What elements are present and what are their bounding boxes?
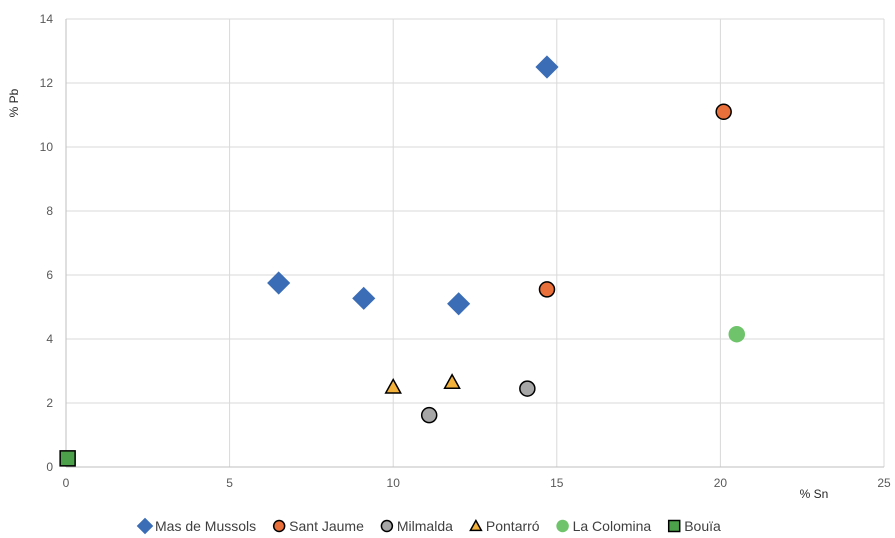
data-point [352,286,376,310]
axes [65,19,884,468]
x-tick-label: 15 [550,476,564,490]
legend-marker [469,518,483,532]
tick-labels: 0 5 10 15 20 25 0 2 4 6 8 10 12 14 [40,12,891,490]
x-tick-label: 0 [63,476,70,490]
data-point [267,271,291,295]
data-point [384,377,402,394]
legend-label: Pontarró [486,518,540,534]
series-3 [384,373,461,394]
legend-marker [667,519,681,533]
y-tick-label: 12 [40,76,54,90]
data-point [447,292,471,316]
x-tick-label: 25 [877,476,891,490]
data-point [443,373,461,389]
series-1 [538,103,732,298]
legend-label: Bouïa [684,518,721,534]
data-point [519,380,536,397]
y-tick-label: 2 [46,396,53,410]
legend-label: Sant Jaume [289,518,364,534]
grid-lines [66,18,885,467]
legend-item: Sant Jaume [272,518,364,534]
data-point [728,325,746,343]
y-tick-label: 6 [46,268,53,282]
data-points [59,55,746,467]
data-point [535,55,559,79]
y-axis-title: % Pb [7,88,21,117]
y-tick-label: 8 [46,204,53,218]
legend-item: Pontarró [469,518,540,534]
legend-marker [380,519,394,533]
legend-marker [136,517,154,535]
data-point [59,450,76,467]
x-tick-label: 10 [387,476,401,490]
y-tick-label: 14 [40,12,54,26]
legend-label: La Colomina [573,518,652,534]
legend-item: Mas de Mussols [136,517,256,535]
series-4 [728,325,746,343]
legend-item: Bouïa [667,518,721,534]
legend-item: Milmalda [380,518,453,534]
series-0 [267,55,559,316]
y-tick-label: 0 [46,460,53,474]
data-point [715,103,732,121]
x-tick-label: 5 [226,476,233,490]
data-point [538,281,556,298]
series-5 [59,450,76,467]
x-tick-label: 20 [714,476,728,490]
y-tick-label: 10 [40,140,54,154]
series-2 [420,380,536,424]
legend-label: Mas de Mussols [155,518,256,534]
x-axis-title: % Sn [800,487,829,501]
legend-item: La Colomina [556,518,652,534]
legend-marker [272,519,286,533]
legend-label: Milmalda [397,518,453,534]
data-point [420,406,438,424]
legend: Mas de Mussols Sant Jaume Milmalda Pontarró… [136,517,721,535]
legend-marker [556,519,569,533]
y-tick-label: 4 [46,332,53,346]
